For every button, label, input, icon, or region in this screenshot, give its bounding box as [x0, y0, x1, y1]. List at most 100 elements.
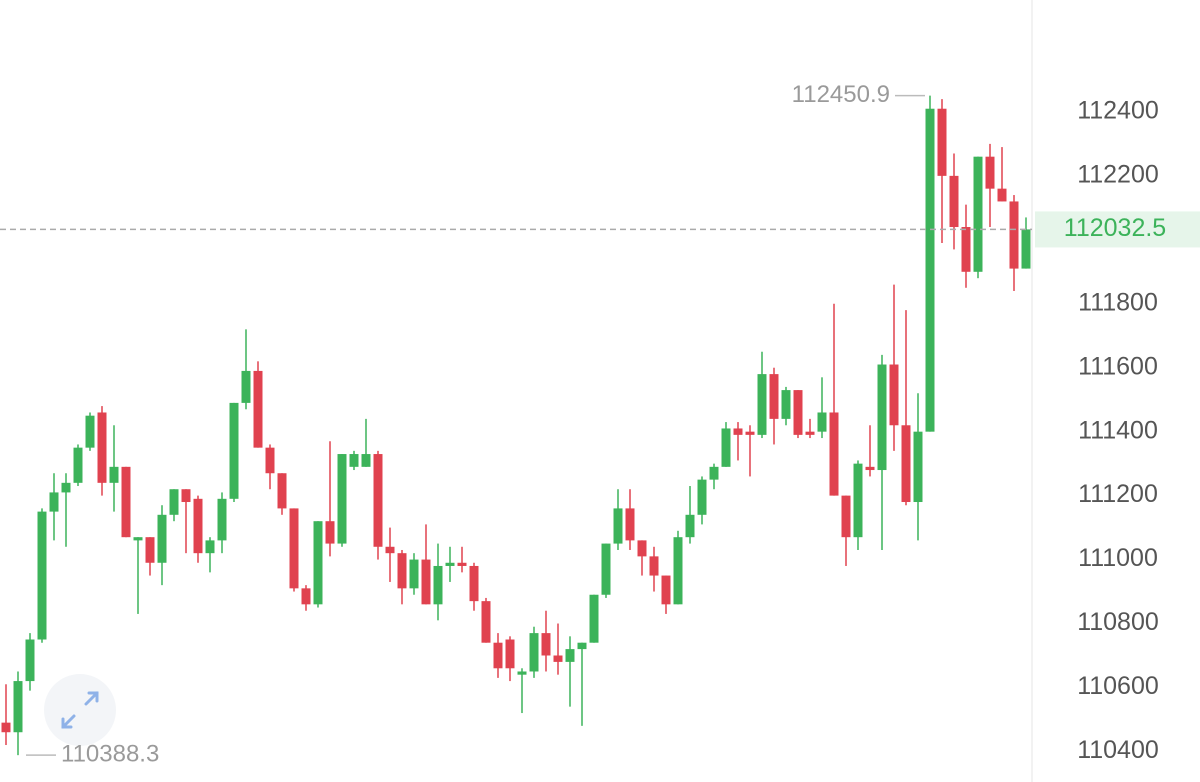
last-price-label: 112032.5: [1064, 214, 1166, 242]
candle-body: [277, 473, 287, 509]
y-tick-label: 110600: [1077, 672, 1159, 700]
candle-body: [913, 431, 923, 503]
min-label: 110388.3: [61, 741, 159, 768]
y-tick-label: 112200: [1077, 160, 1159, 188]
candle-body: [361, 454, 371, 467]
candle-body: [613, 508, 623, 544]
candle-body: [13, 681, 23, 733]
candle-body: [709, 466, 719, 480]
y-tick-label: 111200: [1078, 480, 1158, 508]
candle-body: [109, 466, 119, 483]
candle-body: [61, 482, 71, 493]
candle-body: [337, 454, 347, 544]
candle-body: [577, 642, 587, 650]
candle-body: [625, 508, 635, 541]
candle-body: [373, 454, 383, 547]
candle-body: [481, 601, 491, 643]
candle-body: [121, 466, 131, 538]
candle-body: [193, 498, 203, 554]
candle-body: [37, 511, 47, 640]
y-tick-label: 111000: [1078, 544, 1158, 572]
candle-body: [853, 463, 863, 538]
candle-body: [289, 508, 299, 589]
candle-body: [397, 553, 407, 589]
candle-body: [145, 537, 155, 563]
y-tick-label: 110400: [1077, 736, 1159, 764]
candle-body: [661, 575, 671, 605]
y-tick-label: 110800: [1077, 608, 1159, 636]
candle-body: [1021, 229, 1031, 269]
candle-body: [1009, 201, 1019, 269]
candle-body: [925, 108, 935, 432]
candle-body: [985, 156, 995, 189]
candle-body: [829, 412, 839, 496]
candle-body: [349, 454, 359, 467]
candle-body: [745, 431, 755, 435]
candle-body: [241, 370, 251, 403]
candle-body: [265, 447, 275, 474]
candle-body: [205, 540, 215, 554]
candle-body: [721, 428, 731, 467]
candle-body: [421, 559, 431, 605]
candle-body: [457, 562, 467, 566]
candle-body: [433, 565, 443, 605]
y-tick-label: 111600: [1078, 352, 1158, 380]
candle-body: [85, 415, 95, 448]
candle-body: [169, 489, 179, 515]
candle-body: [781, 390, 791, 419]
candle-body: [733, 428, 743, 435]
candle-body: [49, 492, 59, 512]
candle-body: [469, 565, 479, 602]
candle-body: [181, 489, 191, 503]
candle-body: [997, 188, 1007, 202]
candle-body: [1, 722, 11, 733]
candle-body: [301, 588, 311, 605]
y-tick-label: 112400: [1077, 97, 1159, 125]
candle-body: [529, 633, 539, 672]
candle-body: [793, 390, 803, 435]
candle-body: [889, 364, 899, 426]
candle-body: [637, 540, 647, 557]
candle-body: [649, 556, 659, 576]
candle-body: [217, 498, 227, 541]
candle-body: [817, 412, 827, 432]
candle-body: [25, 639, 35, 682]
expand-icon[interactable]: [61, 691, 99, 729]
candle-body: [589, 594, 599, 643]
candle-body: [937, 108, 947, 176]
y-tick-label: 111400: [1078, 416, 1158, 444]
candle-body: [805, 431, 815, 435]
candle-body: [769, 374, 779, 419]
candle-body: [541, 633, 551, 656]
candle-body: [133, 537, 143, 541]
candle-body: [961, 227, 971, 272]
candle-body: [757, 374, 767, 435]
candle-body: [253, 370, 263, 448]
candle-body: [445, 562, 455, 566]
candle-body: [685, 514, 695, 538]
candle-body: [325, 521, 335, 544]
candle-body: [841, 495, 851, 538]
candle-body: [229, 402, 239, 499]
candle-body: [877, 364, 887, 471]
candle-body: [673, 537, 683, 605]
candle-body: [973, 156, 983, 272]
candle-body: [601, 543, 611, 595]
candle-body: [901, 425, 911, 503]
candle-body: [697, 479, 707, 515]
candle-body: [313, 521, 323, 605]
candle-body: [949, 175, 959, 228]
candle-body: [157, 514, 167, 563]
candle-body: [409, 559, 419, 589]
candle-body: [97, 412, 107, 483]
candle-body: [565, 649, 575, 662]
expand-button[interactable]: [44, 674, 116, 746]
y-tick-label: 111800: [1078, 288, 1158, 316]
candle-body: [865, 466, 875, 471]
candle-body: [73, 447, 83, 483]
candle-body: [493, 642, 503, 669]
candle-body: [517, 671, 527, 675]
expand-button-bg[interactable]: [44, 674, 116, 746]
